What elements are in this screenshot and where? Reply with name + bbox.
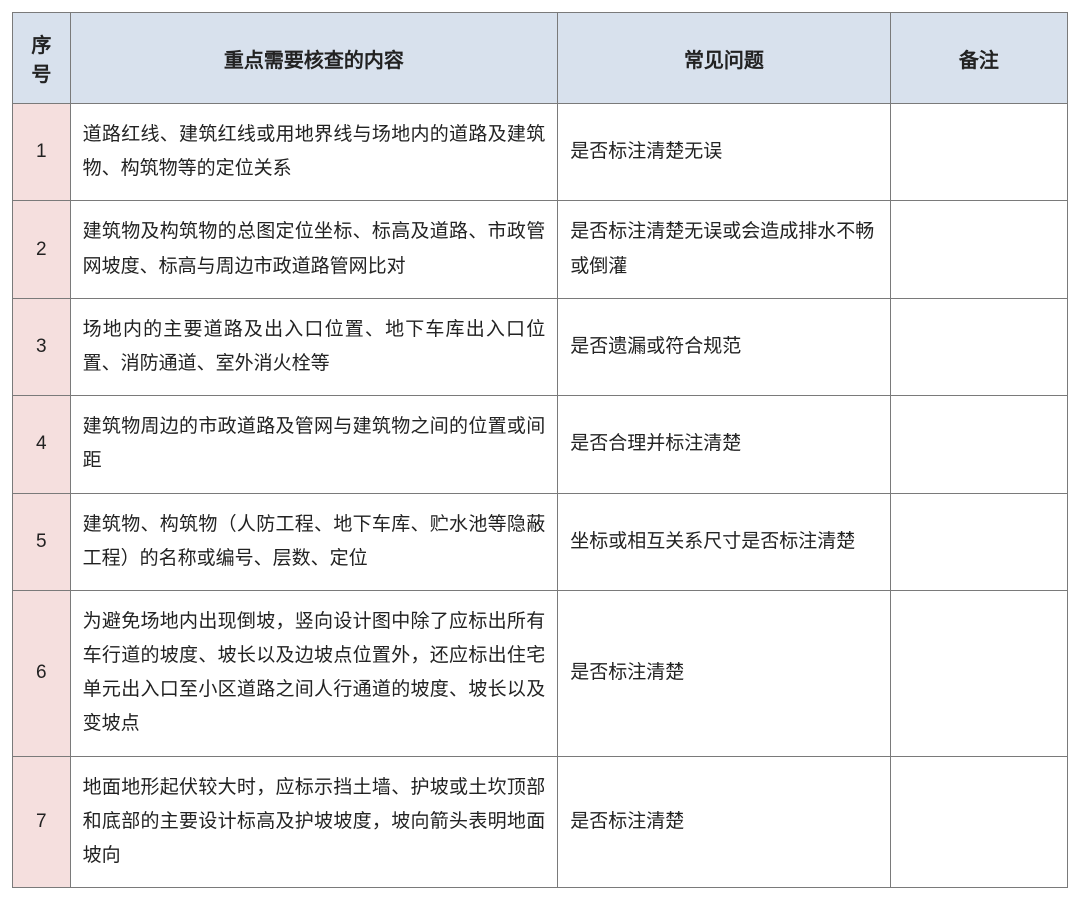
- col-header-remark: 备注: [890, 13, 1067, 104]
- row-remark: [890, 756, 1067, 888]
- row-issue: 是否遗漏或符合规范: [558, 298, 890, 395]
- row-issue: 是否标注清楚无误或会造成排水不畅或倒灌: [558, 201, 890, 298]
- table-row: 6 为避免场地内出现倒坡，竖向设计图中除了应标出所有车行道的坡度、坡长以及边坡点…: [13, 590, 1068, 756]
- row-content: 道路红线、建筑红线或用地界线与场地内的道路及建筑物、构筑物等的定位关系: [70, 104, 558, 201]
- row-index: 7: [13, 756, 71, 888]
- row-issue: 是否合理并标注清楚: [558, 396, 890, 493]
- row-content: 建筑物、构筑物（人防工程、地下车库、贮水池等隐蔽工程）的名称或编号、层数、定位: [70, 493, 558, 590]
- row-issue: 是否标注清楚: [558, 756, 890, 888]
- row-content: 地面地形起伏较大时，应标示挡土墙、护坡或土坎顶部和底部的主要设计标高及护坡坡度，…: [70, 756, 558, 888]
- row-index: 5: [13, 493, 71, 590]
- table-row: 2 建筑物及构筑物的总图定位坐标、标高及道路、市政管网坡度、标高与周边市政道路管…: [13, 201, 1068, 298]
- table-row: 3 场地内的主要道路及出入口位置、地下车库出入口位置、消防通道、室外消火栓等 是…: [13, 298, 1068, 395]
- row-remark: [890, 396, 1067, 493]
- row-content: 场地内的主要道路及出入口位置、地下车库出入口位置、消防通道、室外消火栓等: [70, 298, 558, 395]
- table-body: 1 道路红线、建筑红线或用地界线与场地内的道路及建筑物、构筑物等的定位关系 是否…: [13, 104, 1068, 888]
- row-content: 为避免场地内出现倒坡，竖向设计图中除了应标出所有车行道的坡度、坡长以及边坡点位置…: [70, 590, 558, 756]
- row-remark: [890, 493, 1067, 590]
- row-index: 1: [13, 104, 71, 201]
- row-index: 3: [13, 298, 71, 395]
- table-row: 4 建筑物周边的市政道路及管网与建筑物之间的位置或间距 是否合理并标注清楚: [13, 396, 1068, 493]
- row-remark: [890, 590, 1067, 756]
- table-row: 5 建筑物、构筑物（人防工程、地下车库、贮水池等隐蔽工程）的名称或编号、层数、定…: [13, 493, 1068, 590]
- row-remark: [890, 298, 1067, 395]
- checklist-table: 序号 重点需要核查的内容 常见问题 备注 1 道路红线、建筑红线或用地界线与场地…: [12, 12, 1068, 888]
- table-header: 序号 重点需要核查的内容 常见问题 备注: [13, 13, 1068, 104]
- row-index: 4: [13, 396, 71, 493]
- table-row: 1 道路红线、建筑红线或用地界线与场地内的道路及建筑物、构筑物等的定位关系 是否…: [13, 104, 1068, 201]
- row-content: 建筑物及构筑物的总图定位坐标、标高及道路、市政管网坡度、标高与周边市政道路管网比…: [70, 201, 558, 298]
- row-remark: [890, 104, 1067, 201]
- col-header-content: 重点需要核查的内容: [70, 13, 558, 104]
- row-issue: 是否标注清楚: [558, 590, 890, 756]
- row-issue: 是否标注清楚无误: [558, 104, 890, 201]
- row-content: 建筑物周边的市政道路及管网与建筑物之间的位置或间距: [70, 396, 558, 493]
- row-index: 2: [13, 201, 71, 298]
- row-index: 6: [13, 590, 71, 756]
- col-header-index: 序号: [13, 13, 71, 104]
- row-remark: [890, 201, 1067, 298]
- table-row: 7 地面地形起伏较大时，应标示挡土墙、护坡或土坎顶部和底部的主要设计标高及护坡坡…: [13, 756, 1068, 888]
- col-header-issue: 常见问题: [558, 13, 890, 104]
- row-issue: 坐标或相互关系尺寸是否标注清楚: [558, 493, 890, 590]
